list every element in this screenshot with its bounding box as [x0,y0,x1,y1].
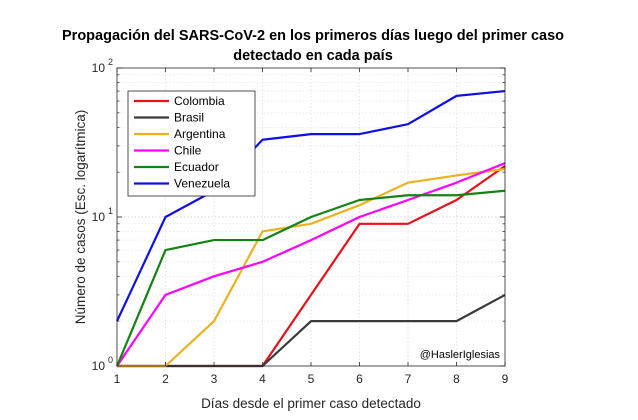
series-line-ecuador [115,189,506,367]
x-tick-label-5: 5 [308,372,315,386]
x-tick-label-9: 9 [502,372,509,386]
legend-label-chile: Chile [174,144,202,158]
y-tick-label-0: 10 [92,359,106,373]
x-tick-label-7: 7 [405,372,412,386]
x-tick-label-6: 6 [356,372,363,386]
x-axis-label: Días desde el primer caso detectado [201,396,421,411]
author-annotation: @HaslerIglesias [420,349,501,361]
legend-box [127,90,256,197]
y-tick-label-1: 10 [92,210,106,224]
chart-title-line-2: detectado en cada país [233,48,393,64]
y-tick-label-2: 10 [92,61,106,75]
legend-label-ecuador: Ecuador [174,160,219,174]
chart-title: Propagación del SARS-CoV-2 en los primer… [62,28,564,64]
y-tick-exponent-0: 0 [108,355,113,365]
x-tick-label-3: 3 [211,372,218,386]
y-axis-label: Número de casos (Esc. logarítmica) [73,110,88,325]
legend-label-colombia: Colombia [174,94,225,108]
legend-label-brasil: Brasil [174,111,204,125]
series-line-argentina [117,167,506,368]
x-tick-label-1: 1 [114,372,121,386]
legend: Colombia Brasil Argentina Chile Ecuador Venez… [127,90,256,197]
y-tick-exponent-1: 1 [108,206,113,216]
series-line-venezuela [116,89,506,322]
series-line-chile [116,162,506,367]
y-tick-exponent-2: 2 [108,57,113,67]
legend-label-argentina: Argentina [174,127,226,141]
x-tick-label-2: 2 [162,372,169,386]
x-tick-label-8: 8 [453,372,460,386]
chart-title-line-1: Propagación del SARS-CoV-2 en los primer… [62,28,564,44]
legend-label-venezuela: Venezuela [174,177,230,191]
x-tick-label-4: 4 [259,372,266,386]
